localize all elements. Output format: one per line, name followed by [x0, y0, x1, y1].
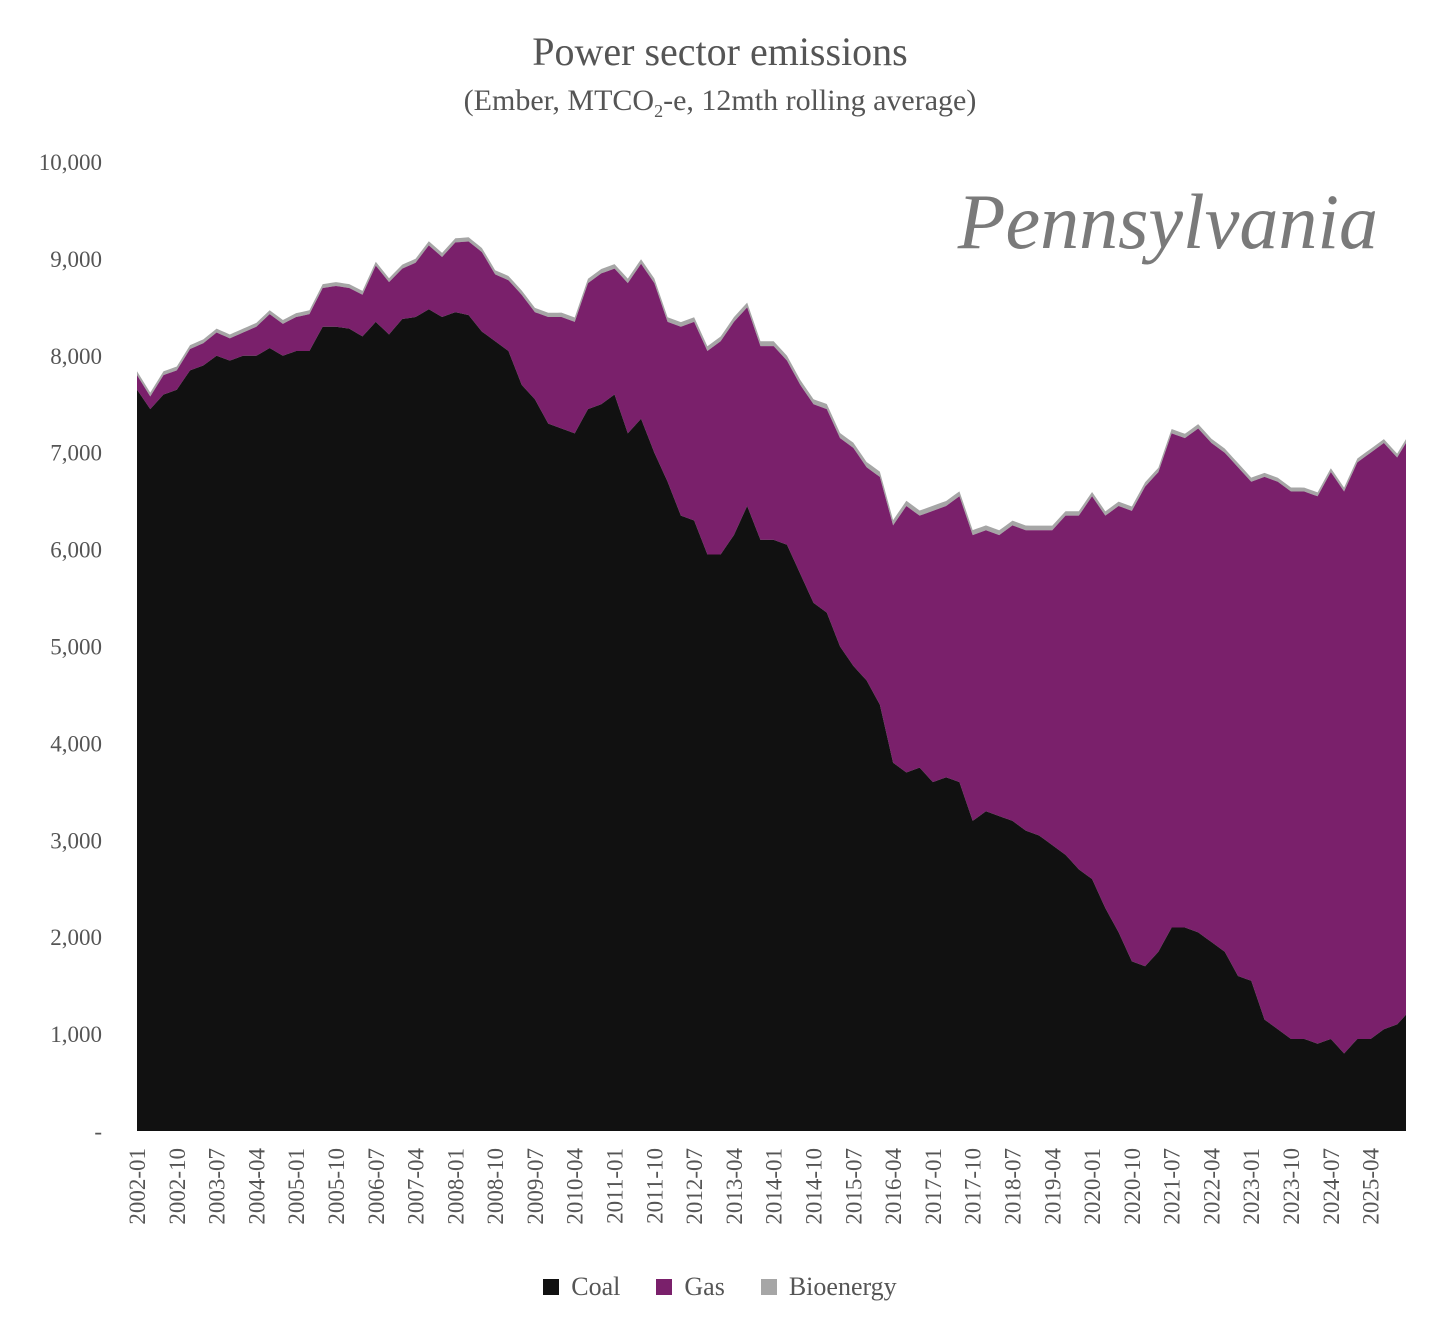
x-tick-label: 2019-04: [1040, 1148, 1065, 1225]
x-tick-label: 2002-10: [165, 1148, 190, 1225]
x-tick-label: 2011-01: [603, 1148, 628, 1224]
y-tick-label: 5,000: [50, 635, 102, 660]
x-tick-label: 2021-07: [1160, 1148, 1185, 1225]
legend-swatch: [656, 1279, 673, 1295]
x-tick-label: 2004-04: [244, 1148, 269, 1225]
x-axis-ticks: 2002-01 2002-10 2003-07 2004-04 2005-01 2005-…: [125, 1148, 1384, 1225]
x-tick-label: 2005-10: [324, 1148, 349, 1225]
legend-swatch: [543, 1279, 560, 1295]
x-tick-label: 2012-07: [682, 1148, 707, 1225]
legend-item-coal: Coal: [543, 1272, 620, 1302]
y-tick-label: 7,000: [50, 441, 102, 466]
x-tick-label: 2015-07: [841, 1148, 866, 1225]
x-tick-label: 2003-07: [205, 1148, 230, 1225]
subtitle-part-2: -e, 12mth rolling average): [663, 84, 977, 117]
x-tick-label: 2017-10: [961, 1148, 986, 1225]
x-tick-label: 2024-07: [1319, 1148, 1344, 1225]
x-tick-label: 2023-01: [1239, 1148, 1264, 1225]
x-tick-label: 2009-07: [523, 1148, 548, 1225]
x-tick-label: 2013-04: [722, 1148, 747, 1225]
legend-item-gas: Gas: [656, 1272, 725, 1302]
x-tick-label: 2025-04: [1359, 1148, 1384, 1225]
y-tick-label: 8,000: [50, 344, 102, 369]
chart-title: Power sector emissions: [532, 29, 908, 74]
area-gas: [137, 241, 1406, 1054]
x-tick-label: 2011-10: [642, 1148, 667, 1224]
legend-label: Gas: [684, 1272, 725, 1301]
x-tick-label: 2008-10: [483, 1148, 508, 1225]
legend-label: Bioenergy: [788, 1272, 897, 1301]
subtitle-part-1: (Ember, MTCO: [463, 84, 655, 117]
x-tick-label: 2020-01: [1080, 1148, 1105, 1225]
x-tick-label: 2014-10: [802, 1148, 827, 1225]
area-coal: [137, 309, 1406, 1131]
x-tick-label: 2014-01: [762, 1148, 787, 1225]
legend-swatch: [760, 1279, 777, 1295]
x-tick-label: 2010-04: [563, 1148, 588, 1225]
state-watermark: Pennsylvania: [957, 178, 1378, 265]
x-tick-label: 2016-04: [881, 1148, 906, 1225]
y-tick-label: -: [94, 1119, 102, 1144]
legend-label: Coal: [571, 1272, 621, 1301]
x-tick-label: 2023-10: [1279, 1148, 1304, 1225]
y-tick-label: 1,000: [50, 1022, 102, 1047]
y-tick-label: 4,000: [50, 731, 102, 756]
x-tick-label: 2002-01: [125, 1148, 150, 1225]
y-axis-ticks: - 1,000 2,000 3,000 4,000 5,000 6,000 7,000 8,00…: [39, 150, 102, 1144]
y-tick-label: 2,000: [50, 925, 102, 950]
x-tick-label: 2007-04: [404, 1148, 429, 1225]
legend: Coal Gas Bioenergy: [0, 1272, 1440, 1302]
x-tick-label: 2017-01: [921, 1148, 946, 1225]
x-tick-label: 2018-07: [1000, 1148, 1025, 1225]
x-tick-label: 2008-01: [443, 1148, 468, 1225]
x-tick-label: 2022-04: [1199, 1148, 1224, 1225]
chart-subtitle: (Ember, MTCO2-e, 12mth rolling average): [0, 84, 1440, 122]
y-tick-label: 3,000: [50, 828, 102, 853]
area-layers: [137, 237, 1406, 1131]
y-tick-label: 10,000: [39, 150, 102, 175]
x-tick-label: 2005-01: [284, 1148, 309, 1225]
legend-item-bioenergy: Bioenergy: [760, 1272, 897, 1302]
x-tick-label: 2006-07: [364, 1148, 389, 1225]
y-tick-label: 6,000: [50, 538, 102, 563]
subtitle-subscript: 2: [654, 101, 664, 121]
x-tick-label: 2020-10: [1120, 1148, 1145, 1225]
y-tick-label: 9,000: [50, 247, 102, 272]
